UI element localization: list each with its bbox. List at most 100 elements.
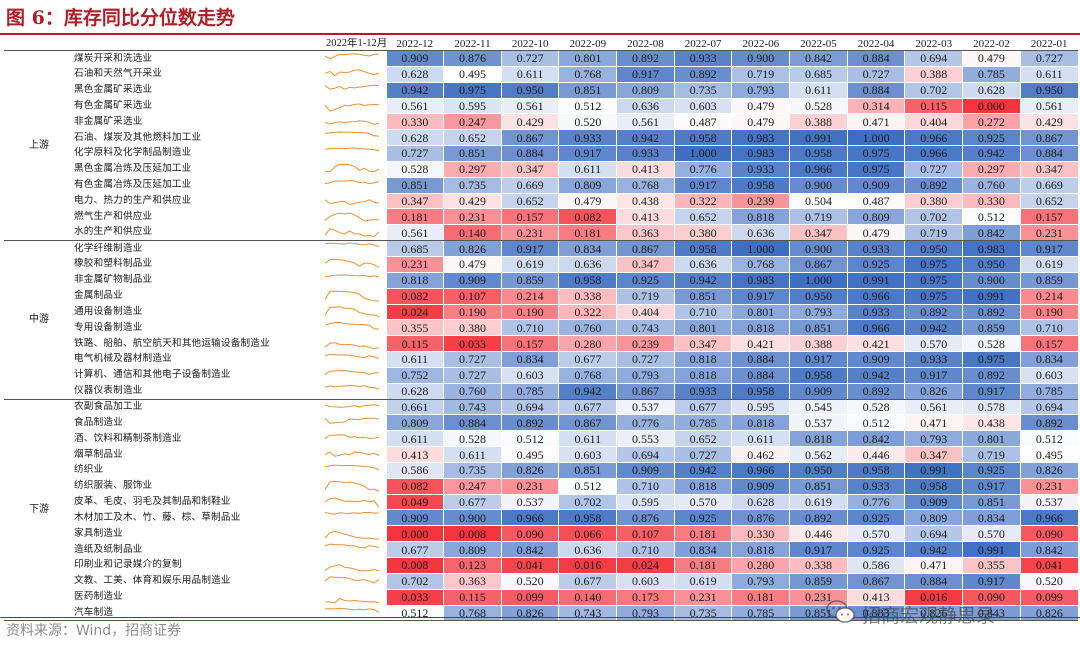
value-cell: 0.694 (616, 446, 675, 463)
value-cell: 0.851 (789, 604, 848, 622)
value-cell: 0.842 (789, 50, 848, 67)
column-header: 2022-07 (674, 38, 732, 51)
value-cell: 0.099 (1019, 588, 1078, 606)
sparkline-line (324, 543, 380, 549)
value-cell: 0.884 (1019, 145, 1078, 162)
sparkline-line (324, 353, 380, 359)
sparkline (324, 478, 386, 494)
value-cell: 0.834 (558, 240, 617, 257)
value-cell: 0.760 (443, 382, 502, 400)
value-cell: 0.917 (673, 176, 732, 194)
value-cell: 0.016 (904, 588, 963, 606)
value-cell: 0.619 (1019, 255, 1078, 273)
value-cell: 0.528 (443, 430, 502, 447)
value-cell: 0.942 (962, 145, 1021, 162)
sparkline-svg (324, 179, 380, 184)
table-row: 非金属矿采选业 0.330 0.247 0.429 0.520 0.561 0.487 0.4… (4, 113, 1078, 130)
sparkline-line (324, 103, 380, 113)
table-row: 有色金属矿采选业 0.561 0.595 0.561 0.512 0.636 0.603 0.… (4, 97, 1078, 114)
value-cell: 0.330 (385, 113, 444, 130)
table-row: 纺织服装、服饰业 0.082 0.247 0.231 0.512 0.710 0.818 0.… (4, 477, 1078, 495)
value-cell: 0.958 (846, 461, 905, 479)
value-cell: 0.909 (385, 509, 444, 526)
sparkline-svg (324, 342, 380, 350)
value-cell: 0.512 (962, 208, 1021, 225)
value-cell: 0.537 (1019, 493, 1078, 510)
value-cell: 0.314 (846, 97, 905, 114)
value-cell: 0.297 (962, 160, 1021, 178)
industry-name: 皮革、毛皮、羽毛及其制品和制鞋业 (74, 496, 231, 508)
table-row: 石油、煤炭及其他燃料加工业 0.628 0.652 0.867 0.933 0.942 0.… (4, 129, 1078, 146)
sparkline-line (324, 434, 380, 440)
value-cell: 0.909 (904, 493, 963, 510)
value-cell: 0.239 (731, 192, 790, 209)
value-cell: 0.975 (904, 255, 963, 273)
value-cell: 0.628 (385, 129, 444, 146)
value-cell: 0.867 (616, 382, 675, 400)
value-cell: 0.611 (731, 430, 790, 447)
value-cell: 0.652 (443, 129, 502, 146)
value-cell: 0.785 (500, 382, 559, 400)
industry-name: 黑色金属冶炼及压延加工业 (74, 163, 192, 175)
value-cell: 0.123 (443, 557, 502, 574)
sparkline-line (324, 120, 380, 126)
value-cell: 0.710 (673, 303, 732, 320)
value-cell: 0.107 (443, 287, 502, 304)
value-cell: 0.727 (846, 65, 905, 83)
industry-name: 汽车制造 (74, 605, 325, 622)
sparkline-line (324, 322, 380, 330)
value-cell: 0.900 (443, 509, 502, 526)
value-cell: 0.413 (385, 446, 444, 463)
sparkline (324, 320, 386, 336)
column-header: 2022-12 (386, 38, 444, 51)
value-cell: 0.975 (904, 287, 963, 304)
value-cell: 0.694 (904, 525, 963, 542)
value-cell: 0.966 (1019, 509, 1078, 526)
value-cell: 0.553 (616, 430, 675, 447)
value-cell: 0.793 (789, 303, 848, 320)
table-row: 文教、工美、体育和娱乐用品制造业 0.702 0.363 0.520 0.677 0.60… (4, 572, 1078, 590)
value-cell: 0.958 (904, 477, 963, 495)
value-cell: 0.694 (1019, 398, 1078, 415)
value-cell: 0.942 (385, 81, 444, 99)
column-header: 2022-06 (731, 38, 790, 51)
value-cell: 0.892 (904, 303, 963, 320)
value-cell: 0.818 (385, 271, 444, 289)
sparkline (324, 177, 386, 193)
sparkline (324, 304, 386, 320)
value-cell: 0.157 (1019, 208, 1078, 225)
value-cell: 0.975 (904, 271, 963, 289)
value-cell: 0.702 (904, 81, 963, 99)
value-cell: 0.917 (789, 351, 848, 368)
industry-name: 木材加工及木、竹、藤、棕、草制品业 (74, 511, 241, 523)
value-cell: 0.793 (731, 81, 790, 99)
sparkline-line (324, 342, 380, 350)
value-cell: 0.322 (558, 303, 617, 320)
value-cell: 0.652 (1019, 192, 1078, 209)
value-cell: 0.983 (731, 145, 790, 162)
value-cell: 0.892 (500, 414, 559, 431)
value-cell: 0.247 (443, 477, 502, 495)
value-cell: 0.008 (443, 525, 502, 542)
stage-header (4, 38, 74, 51)
value-cell: 0.793 (731, 572, 790, 590)
value-cell: 0.834 (673, 541, 732, 558)
value-cell: 0.561 (1019, 97, 1078, 114)
sparkline-svg (324, 120, 380, 126)
sparkline-line (324, 369, 380, 375)
value-cell: 0.347 (1019, 160, 1078, 178)
sparkline (324, 415, 386, 431)
value-cell: 0.479 (443, 255, 502, 273)
industry-name: 有色金属冶炼及压延加工业 (74, 179, 192, 191)
value-cell: 0.851 (673, 287, 732, 304)
value-cell: 0.561 (385, 224, 444, 242)
sparkline-svg (324, 451, 380, 457)
table-row: 医药制造业 0.033 0.115 0.099 0.140 0.173 0.231 0.181… (4, 588, 1078, 606)
stage-label: 中游 (4, 240, 74, 400)
sparkline-line (324, 480, 380, 492)
value-cell: 0.033 (443, 335, 502, 352)
value-cell: 0.033 (385, 588, 444, 606)
value-cell: 0.975 (846, 145, 905, 162)
column-header: 2022-08 (616, 38, 675, 51)
source-note: 资料来源：Wind，招商证券 (6, 623, 182, 639)
